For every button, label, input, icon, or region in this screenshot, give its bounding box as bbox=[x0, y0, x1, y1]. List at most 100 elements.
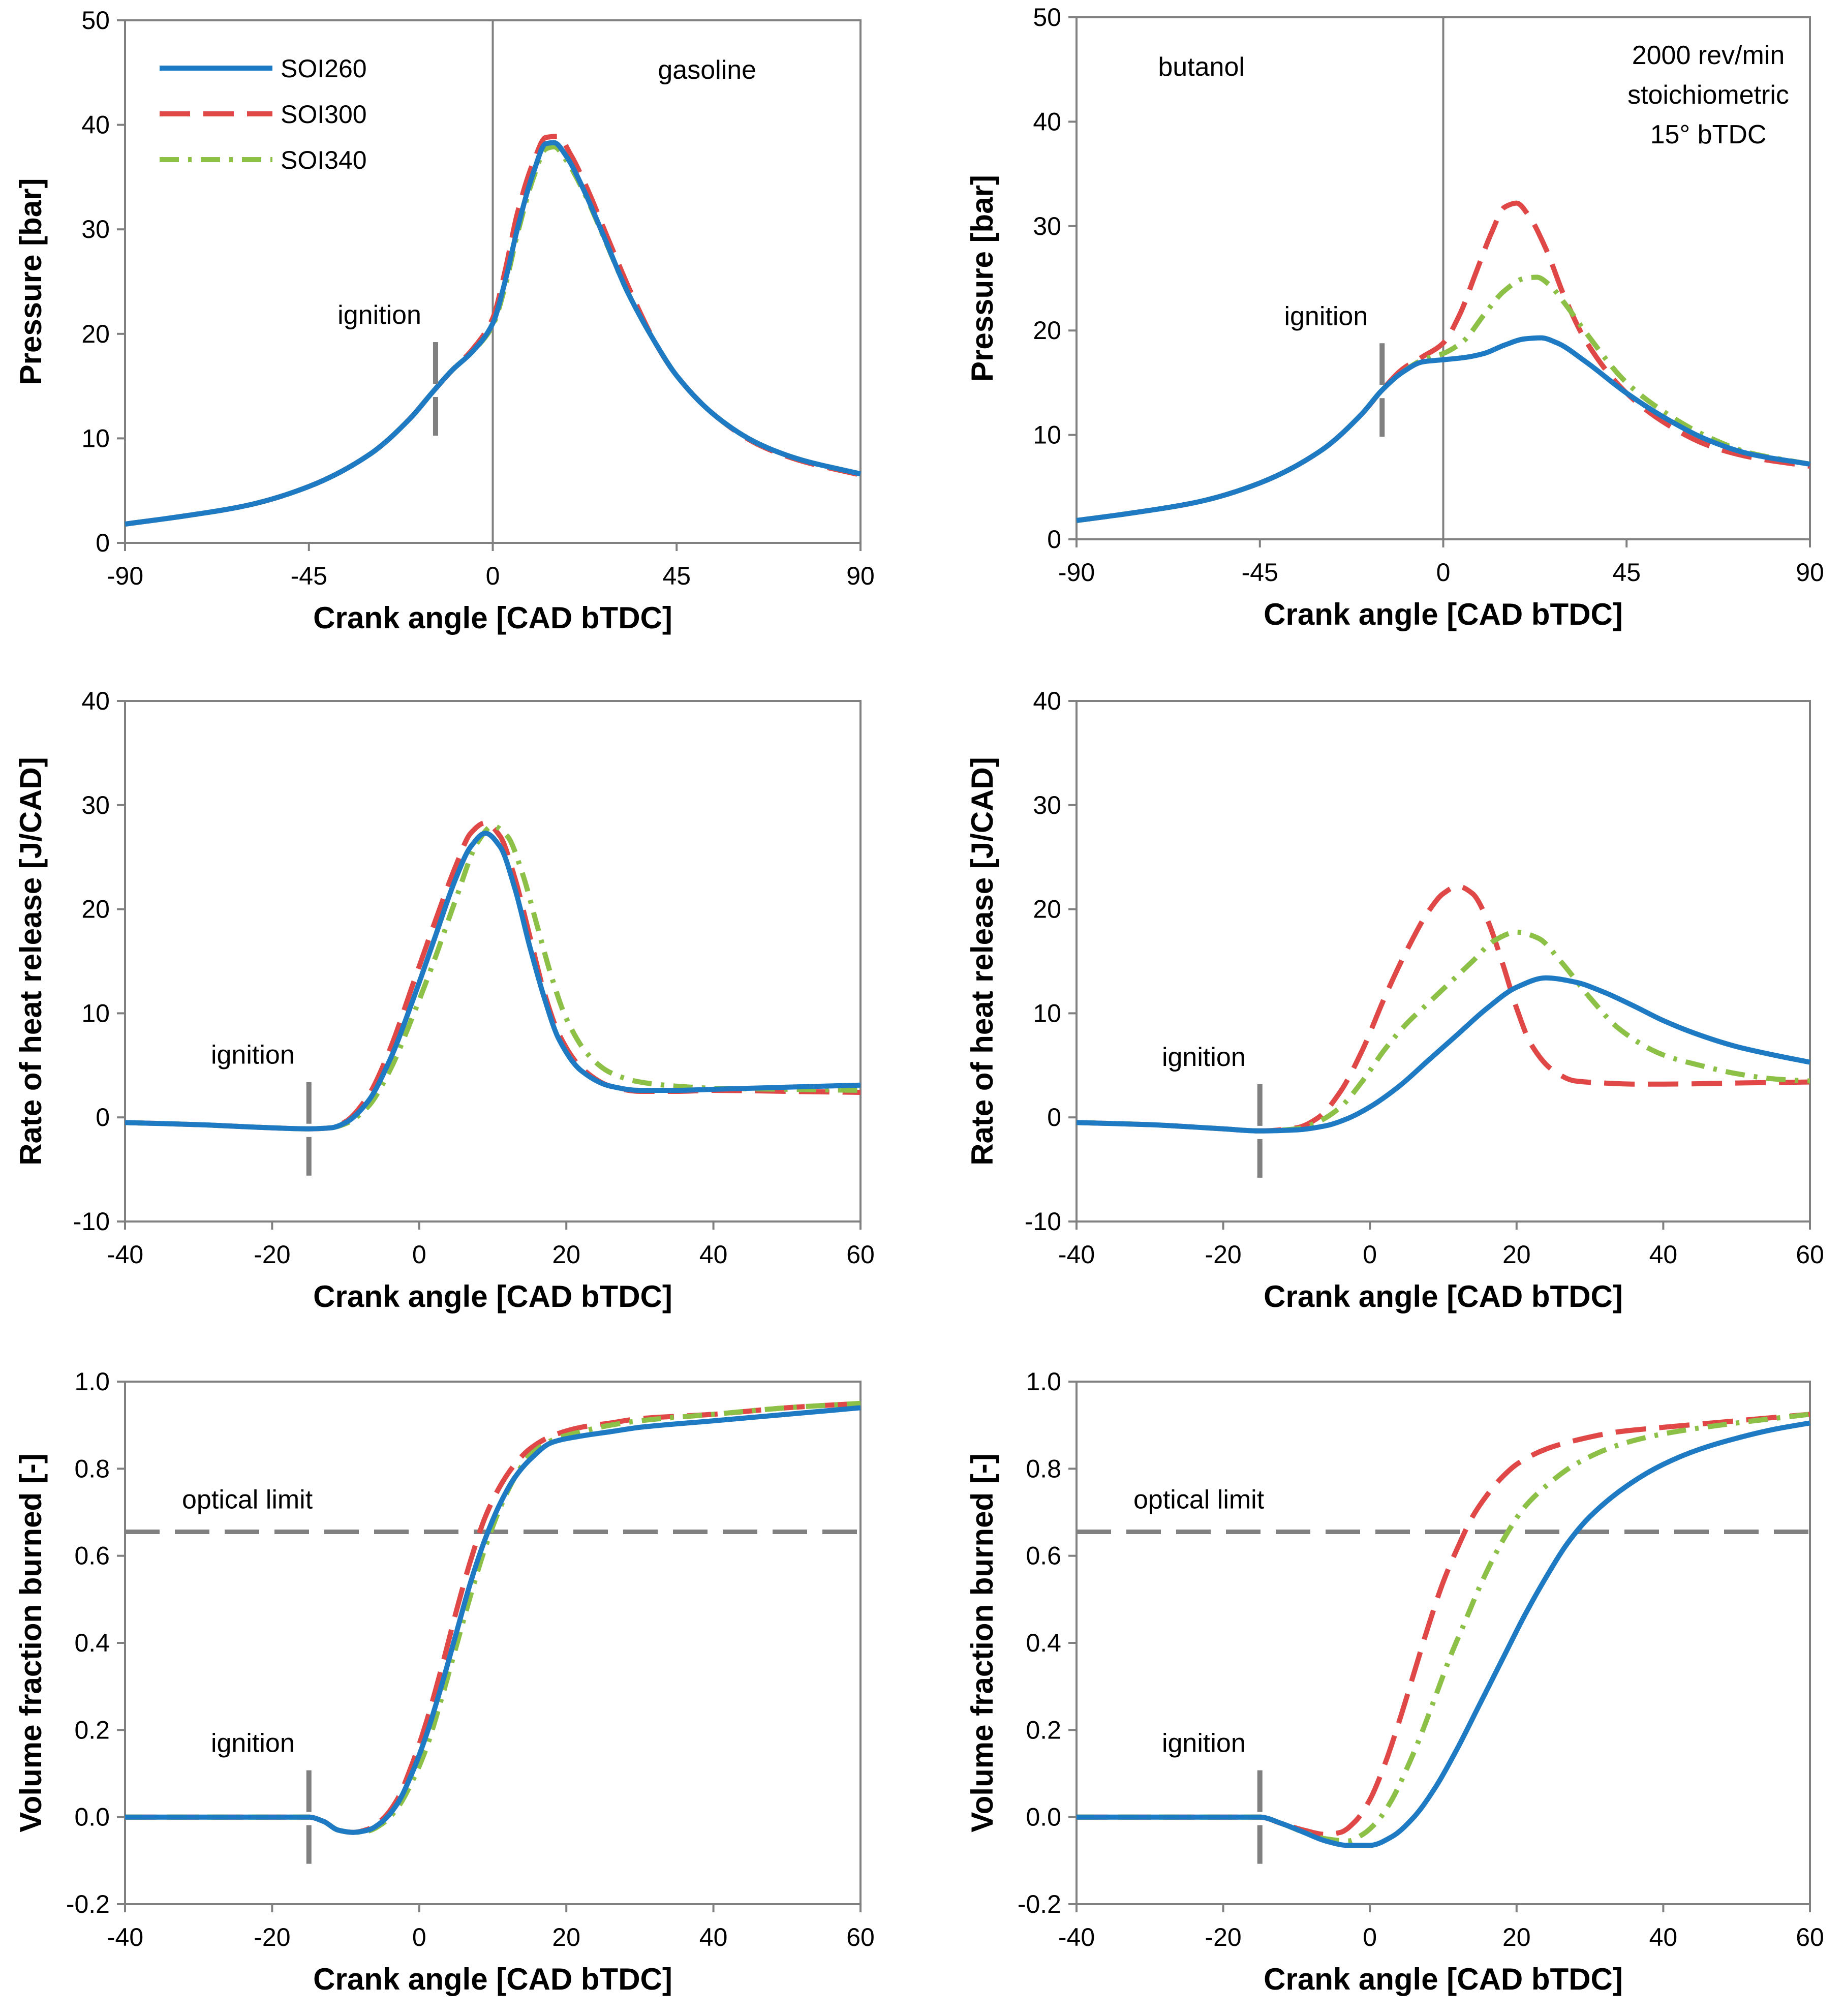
x-tick-label: -20 bbox=[1205, 1923, 1241, 1951]
y-tick-label: 10 bbox=[81, 999, 110, 1027]
legend-label: SOI300 bbox=[281, 100, 367, 129]
x-tick-label: 60 bbox=[846, 1240, 875, 1269]
volume-fraction-butanol-chart: -0.2 0.0 0.2 0.4 0.6 0.8 1.0 -40 -20 0 20 40 60 Crank… bbox=[965, 1367, 1824, 1996]
series-line-soi300 bbox=[125, 1400, 861, 1835]
x-tick-label: -20 bbox=[254, 1240, 290, 1269]
legend-label: SOI260 bbox=[281, 54, 367, 83]
x-tick-label: 90 bbox=[1796, 558, 1824, 587]
y-tick-label: 50 bbox=[81, 6, 110, 35]
series-line-soi340 bbox=[1076, 929, 1810, 1134]
y-tick-label: 0.0 bbox=[74, 1803, 110, 1831]
y-tick-label: 50 bbox=[1033, 3, 1061, 32]
x-tick-label: -20 bbox=[254, 1923, 290, 1951]
x-tick-label: -45 bbox=[1242, 558, 1278, 587]
x-tick-label: 40 bbox=[1649, 1923, 1678, 1951]
y-axis-title: Rate of heat release [J/CAD] bbox=[965, 757, 999, 1166]
condition-label: 15° bTDC bbox=[1650, 120, 1767, 149]
x-tick-label: 0 bbox=[486, 562, 500, 590]
y-tick-label: 0 bbox=[96, 1103, 110, 1132]
x-tick-label: 40 bbox=[699, 1240, 728, 1269]
optical-limit-label: optical limit bbox=[1133, 1485, 1265, 1515]
series-line-soi260 bbox=[1076, 335, 1810, 523]
series-line-soi340 bbox=[125, 1400, 861, 1835]
ignition-label: ignition bbox=[1162, 1729, 1246, 1758]
y-tick-label: 0.8 bbox=[1026, 1454, 1061, 1483]
x-tick-label: -40 bbox=[107, 1923, 143, 1951]
ignition-label: ignition bbox=[1162, 1043, 1246, 1072]
x-tick-label: 40 bbox=[1649, 1240, 1678, 1269]
y-axis-title: Pressure [bar] bbox=[965, 175, 999, 382]
y-tick-label: -10 bbox=[1025, 1207, 1061, 1236]
y-tick-label: 0.8 bbox=[74, 1454, 110, 1483]
x-tick-label: 20 bbox=[1502, 1240, 1531, 1269]
x-tick-label: 60 bbox=[846, 1923, 875, 1951]
y-tick-label: -0.2 bbox=[66, 1890, 110, 1918]
x-axis-title: Crank angle [CAD bTDC] bbox=[313, 1279, 672, 1314]
series-line-soi340 bbox=[125, 823, 861, 1132]
x-tick-label: -45 bbox=[291, 562, 327, 590]
x-tick-label: 0 bbox=[412, 1923, 426, 1951]
x-axis-title: Crank angle [CAD bTDC] bbox=[1264, 1279, 1623, 1314]
y-tick-label: 40 bbox=[81, 111, 110, 139]
fuel-label: gasoline bbox=[658, 55, 756, 85]
x-tick-label: -40 bbox=[1058, 1240, 1095, 1269]
y-tick-label: 40 bbox=[1033, 687, 1061, 715]
x-tick-label: 45 bbox=[662, 562, 691, 590]
x-tick-label: -40 bbox=[1058, 1923, 1095, 1951]
y-axis-title: Rate of heat release [J/CAD] bbox=[14, 757, 48, 1166]
y-tick-label: 0.4 bbox=[74, 1629, 110, 1657]
x-tick-label: 0 bbox=[1363, 1240, 1377, 1269]
y-axis-title: Volume fraction burned [-] bbox=[965, 1453, 999, 1832]
x-tick-label: -90 bbox=[1058, 558, 1095, 587]
condition-label: 2000 rev/min bbox=[1632, 41, 1785, 70]
x-tick-label: 90 bbox=[846, 562, 875, 590]
y-tick-label: 0.4 bbox=[1026, 1629, 1061, 1657]
series-line-soi260 bbox=[125, 831, 861, 1132]
x-tick-label: -90 bbox=[107, 562, 143, 590]
condition-label: stoichiometric bbox=[1627, 80, 1789, 110]
y-tick-label: 0.2 bbox=[74, 1716, 110, 1744]
x-axis-title: Crank angle [CAD bTDC] bbox=[1264, 597, 1623, 631]
plot-frame bbox=[1075, 700, 1811, 1223]
x-axis-title: Crank angle [CAD bTDC] bbox=[313, 601, 672, 635]
y-tick-label: 0 bbox=[96, 529, 110, 557]
y-tick-label: 20 bbox=[1033, 895, 1061, 924]
y-tick-label: 0.6 bbox=[1026, 1542, 1061, 1570]
x-tick-label: 40 bbox=[699, 1923, 728, 1951]
y-tick-label: -0.2 bbox=[1018, 1890, 1061, 1918]
y-tick-label: 10 bbox=[1033, 421, 1061, 449]
y-tick-label: -10 bbox=[73, 1207, 110, 1236]
x-tick-label: 20 bbox=[1502, 1923, 1531, 1951]
y-tick-label: 0.2 bbox=[1026, 1716, 1061, 1744]
pressure-butanol-chart: 0 10 20 30 40 50 -90 -45 0 45 90 Crank angle [CAD b… bbox=[965, 3, 1824, 631]
pressure-gasoline-chart: 0 10 20 30 40 50 -90 -45 0 45 90 Crank angle [CAD b… bbox=[14, 6, 875, 635]
legend-label: SOI340 bbox=[281, 146, 367, 174]
y-tick-label: 30 bbox=[81, 791, 110, 819]
y-axis-title: Volume fraction burned [-] bbox=[14, 1453, 48, 1832]
y-tick-label: 1.0 bbox=[74, 1367, 110, 1396]
y-tick-label: 0 bbox=[1047, 525, 1061, 554]
legend: SOI260 SOI300 SOI340 bbox=[160, 54, 367, 174]
plot-frame bbox=[124, 700, 862, 1223]
y-tick-label: 40 bbox=[81, 687, 110, 715]
series-line-soi260 bbox=[1077, 1420, 1810, 1848]
x-tick-label: 60 bbox=[1796, 1923, 1824, 1951]
x-tick-label: 20 bbox=[552, 1240, 580, 1269]
y-tick-label: 10 bbox=[1033, 999, 1061, 1027]
y-tick-label: 0 bbox=[1047, 1103, 1061, 1132]
heat-release-butanol-chart: -10 0 10 20 30 40 -40 -20 0 20 40 60 Crank angle [CA… bbox=[965, 687, 1824, 1314]
x-tick-label: 0 bbox=[1363, 1923, 1377, 1951]
series-line-soi260 bbox=[125, 1405, 861, 1835]
x-axis-title: Crank angle [CAD bTDC] bbox=[1264, 1962, 1623, 1996]
y-tick-label: 30 bbox=[81, 215, 110, 243]
x-tick-label: 60 bbox=[1796, 1240, 1824, 1269]
fuel-label: butanol bbox=[1158, 52, 1245, 82]
volume-fraction-gasoline-chart: -0.2 0.0 0.2 0.4 0.6 0.8 1.0 -40 -20 0 20 40 60 Crank… bbox=[14, 1367, 875, 1996]
x-tick-label: 0 bbox=[412, 1240, 426, 1269]
series-line-soi340 bbox=[1076, 274, 1810, 523]
series-line-soi300 bbox=[125, 820, 861, 1132]
y-tick-label: 20 bbox=[81, 320, 110, 348]
ignition-label: ignition bbox=[337, 300, 421, 330]
x-tick-label: 45 bbox=[1612, 558, 1641, 587]
